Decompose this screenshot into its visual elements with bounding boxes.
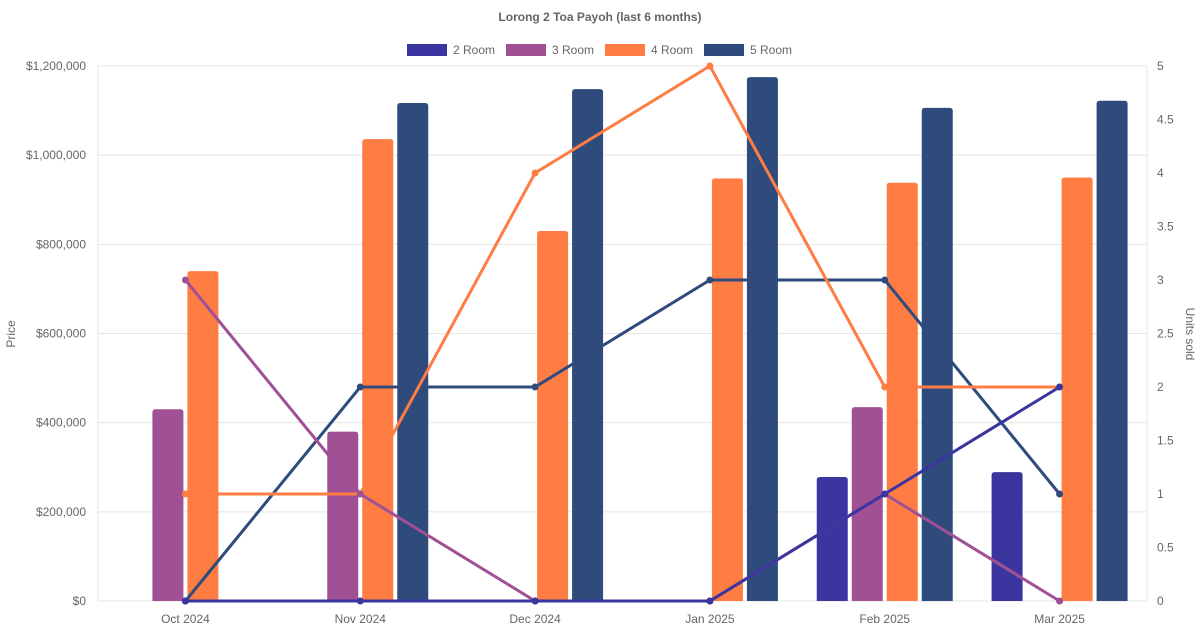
bar-5-room bbox=[1096, 100, 1128, 602]
point-2-room bbox=[531, 597, 539, 605]
legend-item-5-room[interactable]: 5 Room bbox=[704, 43, 792, 57]
y-tick-label: $0 bbox=[73, 594, 87, 608]
bar-2-room bbox=[991, 472, 1023, 601]
legend-item-4-room[interactable]: 4 Room bbox=[605, 43, 693, 57]
x-tick-label: Oct 2024 bbox=[161, 612, 210, 626]
point-3-room bbox=[1056, 597, 1064, 605]
point-2-room bbox=[706, 597, 714, 605]
legend-item-2-room[interactable]: 2 Room bbox=[407, 43, 495, 57]
x-tick-label: Dec 2024 bbox=[509, 612, 561, 626]
legend-item-3-room[interactable]: 3 Room bbox=[506, 43, 594, 57]
point-5-room bbox=[706, 276, 714, 284]
bar-3-room bbox=[327, 431, 359, 601]
point-5-room bbox=[1056, 490, 1064, 498]
bar-2-room bbox=[816, 477, 848, 601]
legend-swatch bbox=[506, 44, 546, 56]
x-tick-label: Mar 2025 bbox=[1034, 612, 1085, 626]
y2-tick-label: 4.5 bbox=[1157, 113, 1174, 127]
y-tick-label: $800,000 bbox=[36, 237, 86, 251]
point-3-room bbox=[356, 490, 364, 498]
y-tick-label: $1,000,000 bbox=[26, 148, 86, 162]
legend-swatch bbox=[407, 44, 447, 56]
y2-tick-label: 2 bbox=[1157, 380, 1164, 394]
point-5-room bbox=[356, 383, 364, 391]
y2-tick-label: 3 bbox=[1157, 273, 1164, 287]
point-2-room bbox=[356, 597, 364, 605]
bar-4-room bbox=[1061, 177, 1093, 602]
point-2-room bbox=[1056, 383, 1064, 391]
y-tick-label: $400,000 bbox=[36, 416, 86, 430]
legend-label: 3 Room bbox=[552, 43, 594, 57]
y-tick-label: $1,200,000 bbox=[26, 59, 86, 73]
line-2-room bbox=[185, 385, 1061, 603]
y-axis-label: Price bbox=[4, 320, 18, 348]
y-tick-label: $600,000 bbox=[36, 327, 86, 341]
y2-tick-label: 1 bbox=[1157, 487, 1164, 501]
bar-4-room bbox=[711, 178, 743, 601]
legend-label: 2 Room bbox=[453, 43, 495, 57]
bar-5-room bbox=[746, 77, 778, 602]
y2-tick-label: 2.5 bbox=[1157, 327, 1174, 341]
y2-tick-label: 4 bbox=[1157, 166, 1164, 180]
bar-4-room bbox=[362, 139, 394, 601]
y-tick-label: $200,000 bbox=[36, 505, 86, 519]
point-5-room bbox=[881, 276, 889, 284]
legend-swatch bbox=[605, 44, 645, 56]
line-5-room bbox=[184, 278, 1061, 602]
point-3-room bbox=[181, 276, 189, 284]
x-tick-label: Feb 2025 bbox=[859, 612, 910, 626]
bar-5-room bbox=[397, 103, 429, 602]
point-4-room bbox=[881, 383, 889, 391]
point-5-room bbox=[531, 383, 539, 391]
x-tick-label: Jan 2025 bbox=[685, 612, 735, 626]
point-4-room bbox=[706, 62, 714, 70]
bar-3-room bbox=[152, 409, 184, 601]
point-4-room bbox=[181, 490, 189, 498]
bar-4-room bbox=[537, 230, 569, 602]
x-tick-label: Nov 2024 bbox=[335, 612, 387, 626]
y2-tick-label: 3.5 bbox=[1157, 220, 1174, 234]
chart-title: Lorong 2 Toa Payoh (last 6 months) bbox=[498, 10, 701, 24]
legend-swatch bbox=[704, 44, 744, 56]
line-4-room bbox=[185, 63, 1060, 496]
point-2-room bbox=[181, 597, 189, 605]
bar-4-room bbox=[187, 271, 219, 601]
y2-axis-label: Units sold bbox=[1183, 308, 1197, 361]
legend-label: 5 Room bbox=[750, 43, 792, 57]
point-2-room bbox=[881, 490, 889, 498]
point-4-room bbox=[531, 169, 539, 177]
y2-tick-label: 5 bbox=[1157, 59, 1164, 73]
y2-tick-label: 0.5 bbox=[1157, 541, 1174, 555]
y2-tick-label: 1.5 bbox=[1157, 434, 1174, 448]
bar-4-room bbox=[886, 182, 918, 601]
bar-5-room bbox=[921, 107, 953, 602]
y2-tick-label: 0 bbox=[1157, 594, 1164, 608]
legend-label: 4 Room bbox=[651, 43, 693, 57]
bar-5-room bbox=[572, 89, 604, 601]
